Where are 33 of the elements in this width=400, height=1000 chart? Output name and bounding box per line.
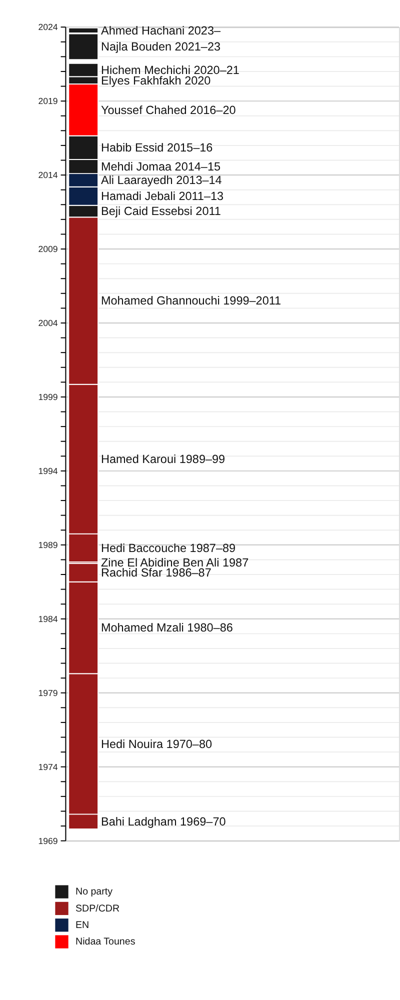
legend-label: EN (75, 920, 90, 932)
annotation: Rachid Sfar 1986–87 (100, 566, 212, 580)
legend-label: Nidaa Tounes (75, 936, 136, 948)
annotation: Bahi Ladgham 1969–70 (100, 816, 226, 828)
annotation: Ali Laarayedh 2013–14 (100, 174, 222, 188)
y-tick-label: 1994 (38, 466, 58, 476)
y-tick-label: 2004 (38, 318, 58, 328)
annotation: Elyes Fakhfakh 2020 (100, 74, 212, 88)
annotation: Hedi Nouira 1970–80 (100, 738, 212, 751)
y-tick-label: 1974 (38, 762, 58, 772)
y-tick-label: 2024 (38, 22, 58, 32)
y-tick-label: 2019 (38, 96, 58, 106)
annotation: Mehdi Jomaa 2014–15 (100, 160, 221, 174)
annotation: Beji Caid Essebsi 2011 (100, 205, 221, 218)
annotation: Hedi Baccouche 1987–89 (100, 542, 236, 555)
y-tick-label: 1969 (38, 836, 58, 846)
y-tick-label: 1979 (38, 688, 58, 698)
annotation: Hamed Karoui 1989–99 (100, 453, 226, 466)
y-tick-label: 1989 (38, 540, 58, 550)
legend-label: SDP/CDR (75, 903, 120, 914)
annotation: Mohamed Mzali 1980–86 (100, 622, 234, 635)
y-tick-label: 2009 (38, 244, 58, 254)
annotation: Habib Essid 2015–16 (100, 142, 214, 155)
y-tick-label: 1984 (38, 614, 58, 624)
y-tick-label: 1999 (38, 392, 58, 402)
annotation: Ahmed Hachani 2023– (100, 24, 221, 38)
annotation: Hamadi Jebali 2011–13 (100, 190, 224, 204)
annotation: Youssef Chahed 2016–20 (100, 104, 236, 117)
legend-label: No party (75, 886, 113, 898)
annotation: Hichem Mechichi 2020–21 (100, 64, 240, 77)
y-tick-label: 2014 (38, 170, 58, 180)
annotation: Najla Bouden 2021–23 (100, 40, 222, 54)
annotation: Mohamed Ghannouchi 1999–2011 (100, 294, 282, 308)
